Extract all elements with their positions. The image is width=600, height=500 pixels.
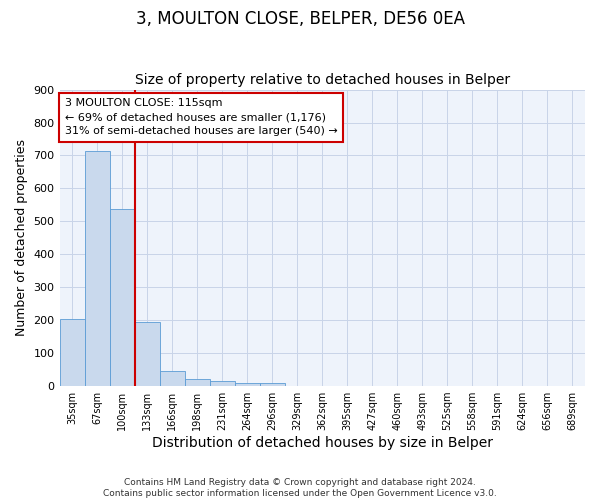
Bar	[85, 151, 110, 386]
Bar	[160, 370, 185, 386]
X-axis label: Distribution of detached houses by size in Belper: Distribution of detached houses by size …	[152, 436, 493, 450]
Bar	[235, 383, 260, 386]
Bar	[59, 319, 85, 386]
Bar	[185, 379, 209, 386]
Bar	[110, 209, 134, 386]
Title: Size of property relative to detached houses in Belper: Size of property relative to detached ho…	[135, 73, 510, 87]
Text: 3 MOULTON CLOSE: 115sqm
← 69% of detached houses are smaller (1,176)
31% of semi: 3 MOULTON CLOSE: 115sqm ← 69% of detache…	[65, 98, 338, 136]
Bar	[260, 384, 285, 386]
Bar	[209, 381, 235, 386]
Text: Contains HM Land Registry data © Crown copyright and database right 2024.
Contai: Contains HM Land Registry data © Crown c…	[103, 478, 497, 498]
Text: 3, MOULTON CLOSE, BELPER, DE56 0EA: 3, MOULTON CLOSE, BELPER, DE56 0EA	[136, 10, 464, 28]
Y-axis label: Number of detached properties: Number of detached properties	[15, 140, 28, 336]
Bar	[134, 322, 160, 386]
